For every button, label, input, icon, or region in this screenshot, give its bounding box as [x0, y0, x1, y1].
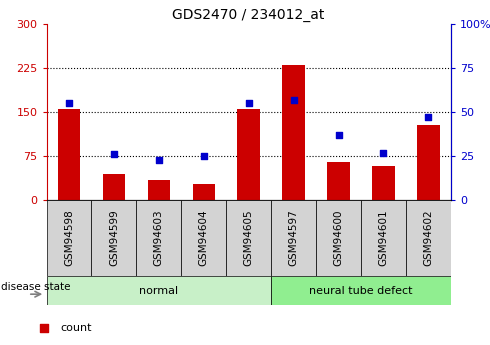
Point — [65, 101, 73, 106]
Title: GDS2470 / 234012_at: GDS2470 / 234012_at — [172, 8, 325, 22]
Point — [200, 153, 208, 159]
Bar — [193, 184, 215, 200]
Bar — [372, 166, 394, 200]
Bar — [92, 200, 136, 276]
Point — [335, 132, 343, 138]
Text: neural tube defect: neural tube defect — [309, 286, 413, 296]
Bar — [316, 200, 361, 276]
Text: GSM94598: GSM94598 — [64, 210, 74, 266]
Point — [424, 115, 432, 120]
Text: GSM94602: GSM94602 — [423, 210, 433, 266]
Text: GSM94599: GSM94599 — [109, 210, 119, 266]
Bar — [271, 276, 451, 305]
Text: GSM94604: GSM94604 — [199, 210, 209, 266]
Bar — [103, 174, 125, 200]
Bar — [417, 125, 440, 200]
Point — [290, 97, 297, 102]
Point — [245, 101, 253, 106]
Bar — [406, 200, 451, 276]
Text: normal: normal — [139, 286, 178, 296]
Bar — [238, 109, 260, 200]
Text: GSM94603: GSM94603 — [154, 210, 164, 266]
Bar — [47, 200, 92, 276]
Text: GSM94600: GSM94600 — [334, 210, 343, 266]
Point — [40, 325, 48, 331]
Point — [155, 157, 163, 162]
Text: disease state: disease state — [1, 282, 71, 292]
Bar — [147, 179, 170, 200]
Text: count: count — [61, 323, 92, 333]
Point — [379, 150, 387, 155]
Bar — [282, 65, 305, 200]
Bar — [58, 109, 80, 200]
Bar — [327, 162, 350, 200]
Bar — [361, 200, 406, 276]
Point — [110, 151, 118, 157]
Text: GSM94601: GSM94601 — [378, 210, 389, 266]
Text: GSM94605: GSM94605 — [244, 210, 254, 266]
Bar — [181, 200, 226, 276]
Bar — [136, 200, 181, 276]
Bar — [47, 276, 271, 305]
Bar — [226, 200, 271, 276]
Bar — [271, 200, 316, 276]
Text: GSM94597: GSM94597 — [289, 210, 298, 266]
